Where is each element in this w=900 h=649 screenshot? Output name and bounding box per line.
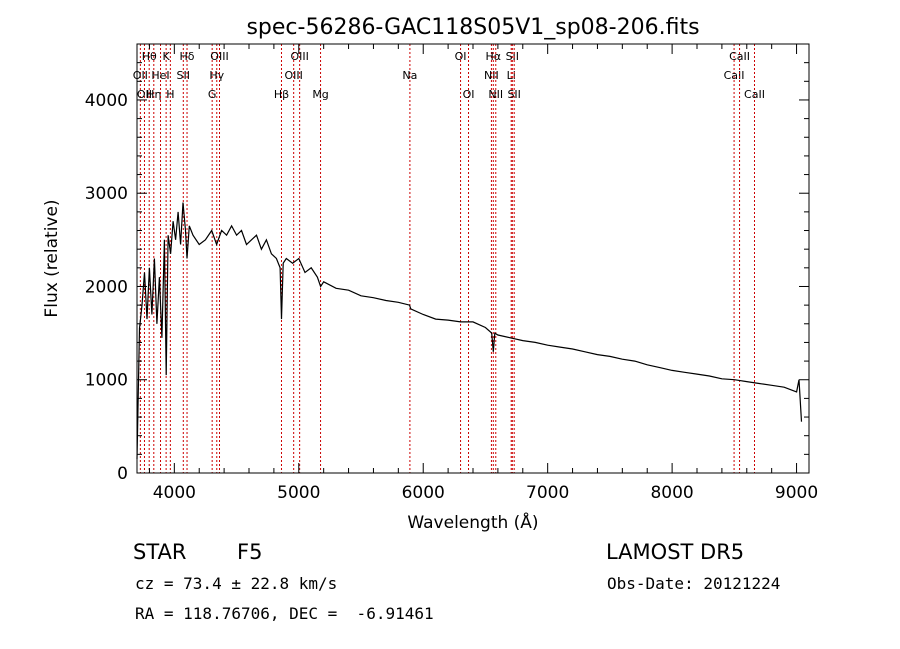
line-label: CaII — [729, 50, 750, 63]
line-label: CaII — [724, 69, 745, 82]
y-tick-label: 2000 — [85, 277, 128, 297]
y-tick-label: 4000 — [85, 91, 128, 111]
x-tick-label: 6000 — [402, 483, 445, 503]
line-label: SII — [506, 50, 519, 63]
line-label: Li — [507, 69, 516, 82]
x-tick-label: 8000 — [650, 483, 693, 503]
y-tick-label: 1000 — [85, 371, 128, 391]
line-label: G — [208, 88, 217, 101]
line-label: Hγ — [209, 69, 224, 82]
line-label: OII — [133, 69, 148, 82]
line-label: Hδ — [180, 50, 195, 63]
survey-label: LAMOST DR5 — [606, 540, 745, 564]
line-label: SII — [507, 88, 520, 101]
line-label: OIII — [290, 50, 308, 63]
line-label: Mg — [312, 88, 328, 101]
x-tick-label: 5000 — [277, 483, 320, 503]
y-tick-label: 3000 — [85, 184, 128, 204]
line-label: Hθ — [142, 50, 157, 63]
x-tick-label: 4000 — [153, 483, 196, 503]
y-axis-label: Flux (relative) — [42, 199, 62, 317]
object-class: STAR — [133, 540, 187, 564]
object-subclass: F5 — [237, 540, 263, 564]
line-label: K — [163, 50, 171, 63]
x-tick-label: 9000 — [775, 483, 818, 503]
spectrum-line — [136, 202, 803, 460]
line-label: OI — [455, 50, 467, 63]
plot-frame — [136, 43, 810, 474]
chart-title: spec-56286-GAC118S05V1_sp08-206.fits — [246, 15, 699, 40]
line-label: OIII — [210, 50, 228, 63]
line-label: OI — [463, 88, 475, 101]
line-label: Hη — [146, 88, 161, 101]
coords-text: RA = 118.76706, DEC = -6.91461 — [135, 604, 434, 623]
y-tick-label: 0 — [117, 464, 128, 484]
line-label: NII — [484, 69, 499, 82]
line-label: OII — [137, 88, 152, 101]
x-axis-label: Wavelength (Å) — [407, 511, 538, 533]
line-label: NII — [488, 88, 503, 101]
line-label: Na — [402, 69, 417, 82]
line-label: Hα — [486, 50, 502, 63]
line-label: OIII — [284, 69, 302, 82]
redshift-text: cz = 73.4 ± 22.8 km/s — [135, 574, 338, 593]
line-label: SII — [177, 69, 190, 82]
line-label: H — [166, 88, 174, 101]
x-tick-label: 7000 — [526, 483, 569, 503]
line-label: Hβ — [274, 88, 289, 101]
line-label: HeI — [151, 69, 169, 82]
line-label: CaII — [744, 88, 765, 101]
obs-date-text: Obs-Date: 20121224 — [607, 574, 781, 593]
